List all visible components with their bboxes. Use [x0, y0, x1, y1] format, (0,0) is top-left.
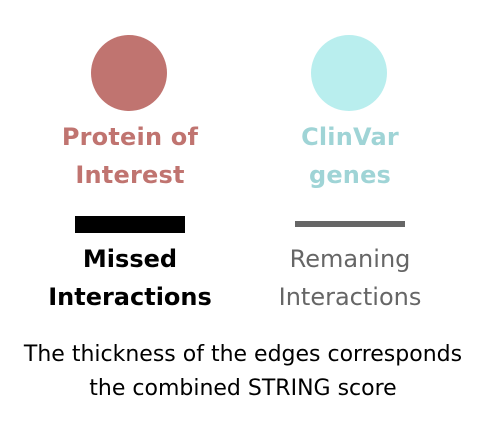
remaining-interactions-edge-icon [295, 221, 405, 227]
remaining-interactions-label-line2: Interactions [278, 283, 422, 311]
protein-of-interest-label-line1: Protein of [61, 123, 199, 151]
missed-interactions-label-line2: Interactions [48, 283, 212, 311]
missed-interactions-label: Missed Interactions [10, 240, 250, 316]
clinvar-genes-label: ClinVar genes [230, 118, 470, 194]
clinvar-genes-label-line2: genes [308, 161, 392, 189]
protein-of-interest-label-line2: Interest [75, 161, 185, 189]
protein-of-interest-label: Protein of Interest [10, 118, 250, 194]
remaining-interactions-label-line1: Remaning [289, 245, 411, 273]
edge-thickness-note-line2: the combined STRING score [89, 376, 397, 401]
edge-thickness-note: The thickness of the edges corresponds t… [0, 338, 486, 406]
edge-thickness-note-line1: The thickness of the edges corresponds [23, 342, 463, 367]
clinvar-genes-node-icon [311, 35, 387, 111]
clinvar-genes-label-line1: ClinVar [301, 123, 399, 151]
missed-interactions-edge-icon [75, 216, 185, 233]
remaining-interactions-label: Remaning Interactions [230, 240, 470, 316]
missed-interactions-label-line1: Missed [82, 245, 178, 273]
protein-of-interest-node-icon [91, 35, 167, 111]
